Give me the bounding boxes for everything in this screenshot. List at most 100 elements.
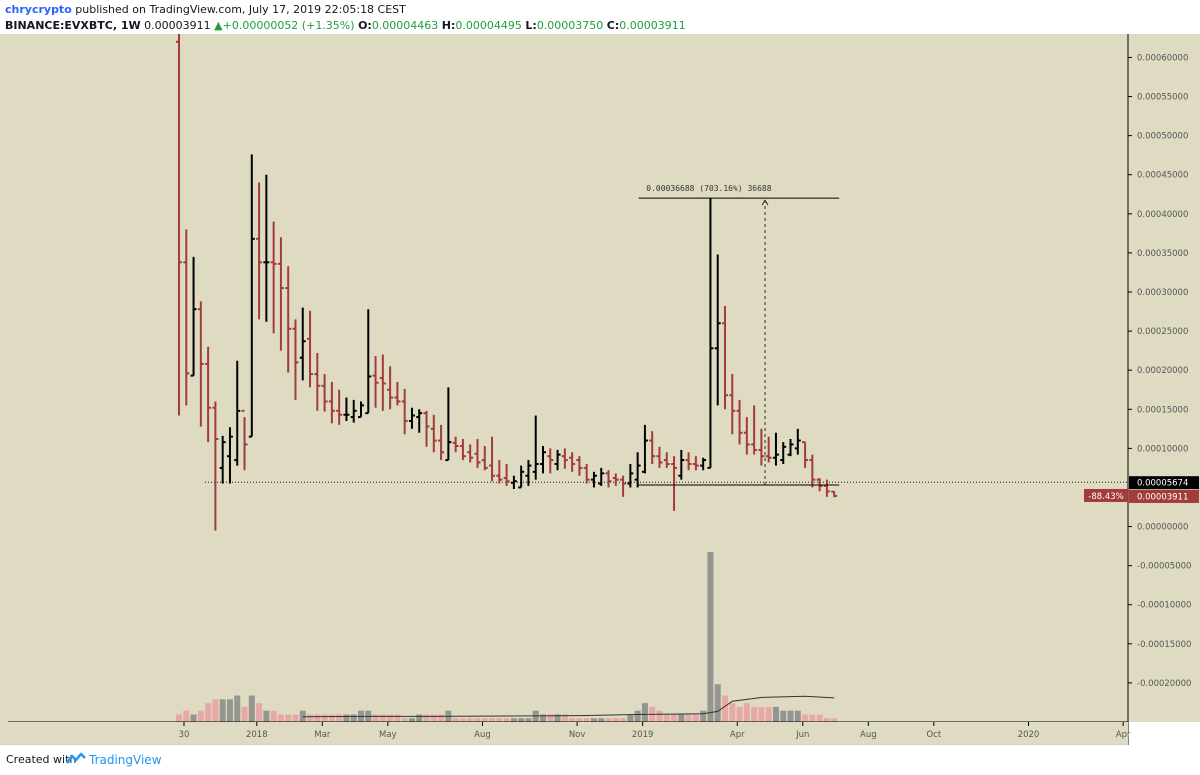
measure-tool[interactable]: 0.00036688 (703.16%) 36688 bbox=[638, 184, 840, 486]
ohlc-bar bbox=[387, 366, 394, 410]
ohlc-bar bbox=[336, 389, 343, 425]
volume-bar bbox=[802, 714, 809, 722]
ohlc-bar bbox=[634, 452, 641, 488]
ohlc-bar bbox=[823, 479, 830, 497]
ohlc-bar bbox=[183, 229, 190, 406]
ohlc-bar bbox=[328, 381, 335, 424]
symbol-label: BINANCE:EVXBTC, 1W bbox=[5, 19, 141, 32]
ohlc-bar bbox=[627, 464, 634, 488]
y-tick-label: 0.00045000 bbox=[1137, 171, 1188, 181]
volume-bar bbox=[394, 714, 401, 722]
symbol-line: BINANCE:EVXBTC, 1W 0.00003911 ▲+0.000000… bbox=[5, 19, 686, 32]
ohlc-bar bbox=[226, 427, 233, 484]
volume-bar bbox=[408, 718, 415, 722]
ohlc-bar bbox=[605, 470, 612, 488]
volume-bar bbox=[176, 714, 182, 722]
volume-bars bbox=[176, 552, 838, 722]
volume-bar bbox=[612, 718, 619, 722]
ohlc-bar bbox=[445, 387, 452, 462]
ohlc-bar bbox=[583, 464, 590, 484]
ohlc-bar bbox=[518, 465, 525, 489]
volume-bar bbox=[234, 695, 241, 722]
volume-bar bbox=[474, 718, 481, 722]
horizontal-line-price-label: 0.00005674 bbox=[1137, 479, 1188, 489]
volume-bar bbox=[285, 714, 292, 722]
ohlc-bar bbox=[263, 174, 270, 322]
volume-bar bbox=[256, 703, 263, 722]
volume-bar bbox=[780, 710, 787, 722]
ohlc-bar bbox=[277, 237, 284, 351]
volume-bar bbox=[430, 714, 437, 722]
volume-bar bbox=[663, 714, 670, 722]
ohlc-bar bbox=[714, 254, 721, 406]
ohlc-bar bbox=[452, 436, 459, 453]
volume-bar bbox=[270, 710, 277, 722]
volume-bar bbox=[314, 714, 321, 722]
open-value: 0.00004463 bbox=[371, 19, 439, 32]
ohlc-bar bbox=[751, 405, 758, 455]
volume-bar bbox=[197, 710, 204, 722]
x-tick-label: 2019 bbox=[632, 730, 654, 740]
tradingview-brand[interactable]: TradingView bbox=[89, 753, 162, 767]
volume-bar bbox=[540, 714, 546, 722]
ohlc-bar bbox=[722, 306, 728, 410]
ohlc-bar bbox=[765, 436, 772, 463]
ohlc-bar bbox=[671, 456, 678, 511]
x-tick-label: Jun bbox=[795, 730, 809, 740]
volume-bar bbox=[794, 710, 801, 722]
price-chart[interactable]: 0.00036688 (703.16%) 36688 0.000600000.0… bbox=[0, 34, 1200, 745]
ohlc-bar bbox=[489, 436, 496, 482]
ohlc-bar bbox=[234, 360, 241, 466]
y-tick-label: 0.00015000 bbox=[1137, 405, 1188, 415]
published-text: published on TradingView.com, July 17, 2… bbox=[75, 3, 406, 16]
ohlc-bar bbox=[525, 460, 532, 486]
volume-bar bbox=[583, 718, 590, 722]
ohlc-bar bbox=[219, 435, 226, 484]
volume-bar bbox=[467, 718, 474, 722]
volume-bar bbox=[598, 718, 605, 722]
x-tick-label: 30 bbox=[179, 730, 190, 740]
ohlc-bar bbox=[802, 441, 809, 468]
x-tick-label: 2018 bbox=[246, 730, 268, 740]
ohlc-bar bbox=[809, 454, 816, 488]
close-label: C: bbox=[606, 19, 620, 32]
x-tick-label: Aug bbox=[860, 730, 877, 740]
pct-change-badge-bg bbox=[1084, 488, 1128, 502]
volume-bar bbox=[641, 703, 648, 722]
x-tick-label: 2020 bbox=[1018, 730, 1040, 740]
low-label: L: bbox=[525, 19, 537, 32]
volume-bar bbox=[350, 714, 357, 722]
volume-bar bbox=[438, 714, 445, 722]
ohlc-bar bbox=[787, 438, 794, 457]
volume-bar bbox=[707, 552, 714, 722]
volume-bar bbox=[321, 714, 328, 722]
volume-bar bbox=[518, 718, 525, 722]
ohlc-bar bbox=[590, 471, 597, 488]
ohlc-bar bbox=[292, 319, 299, 400]
ohlc-bar bbox=[547, 448, 554, 474]
volume-bar bbox=[627, 714, 634, 722]
author-link[interactable]: chrycrypto bbox=[5, 3, 72, 16]
ohlc-bar bbox=[299, 307, 306, 381]
ohlc-bar bbox=[197, 301, 204, 427]
ohlc-bar bbox=[176, 34, 182, 416]
measure-label: 0.00036688 (703.16%) 36688 bbox=[646, 184, 771, 193]
x-tick-label: Nov bbox=[569, 730, 586, 740]
ohlc-bar bbox=[540, 446, 546, 474]
ohlc-bar bbox=[401, 388, 408, 435]
ohlc-bar bbox=[358, 401, 364, 419]
volume-bar bbox=[605, 718, 612, 722]
ohlc-bar bbox=[743, 417, 750, 455]
ohlc-bar bbox=[350, 399, 357, 423]
volume-bar bbox=[569, 718, 576, 722]
volume-bar bbox=[656, 710, 663, 722]
y-tick-label: 0.00050000 bbox=[1137, 132, 1188, 142]
ohlc-bar bbox=[256, 182, 263, 320]
chart-header: chrycrypto published on TradingView.com,… bbox=[0, 0, 1200, 34]
ohlc-bar bbox=[408, 407, 415, 429]
volume-bar bbox=[758, 706, 765, 722]
volume-bar bbox=[481, 718, 488, 722]
volume-bar bbox=[416, 714, 423, 722]
volume-bar bbox=[772, 706, 779, 722]
volume-bar bbox=[183, 710, 190, 722]
